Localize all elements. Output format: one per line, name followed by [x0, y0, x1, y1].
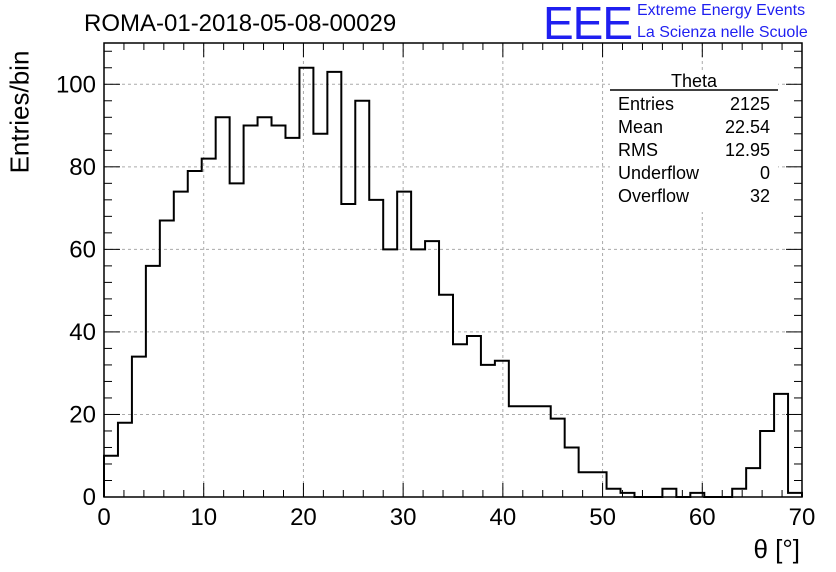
- x-axis-label: θ [°]: [753, 534, 800, 564]
- y-tick-label: 80: [69, 154, 96, 181]
- eee-logo: EEE: [543, 0, 633, 49]
- stats-row-value: 0: [760, 163, 770, 183]
- stats-row-label: Entries: [618, 94, 674, 114]
- x-tick-label: 50: [589, 504, 616, 531]
- x-tick-label: 20: [290, 504, 317, 531]
- x-tick-label: 10: [190, 504, 217, 531]
- stats-row-label: Overflow: [618, 186, 690, 206]
- stats-row-label: Mean: [618, 117, 663, 137]
- x-tick-label: 0: [97, 504, 110, 531]
- stats-row-label: Underflow: [618, 163, 700, 183]
- stats-title: Theta: [671, 71, 718, 91]
- stats-row-value: 32: [750, 186, 770, 206]
- stats-row-label: RMS: [618, 140, 658, 160]
- stats-row-value: 12.95: [725, 140, 770, 160]
- y-tick-label: 100: [56, 71, 96, 98]
- y-tick-label: 60: [69, 236, 96, 263]
- stats-row-value: 22.54: [725, 117, 770, 137]
- x-tick-label: 60: [689, 504, 716, 531]
- plot-frame: [103, 42, 803, 498]
- y-axis-label: Entries/bin: [4, 50, 35, 174]
- logo-line-2: La Scienza nelle Scuole: [637, 24, 808, 41]
- y-tick-label: 20: [69, 401, 96, 428]
- stats-box-bg: [610, 72, 778, 212]
- y-tick-label: 0: [83, 484, 96, 511]
- x-tick-label: 70: [789, 504, 816, 531]
- stats-row-value: 2125: [730, 94, 770, 114]
- run-title: ROMA-01-2018-05-08-00029: [84, 10, 397, 37]
- x-tick-label: 40: [490, 504, 517, 531]
- logo-line-1: Extreme Energy Events: [637, 2, 806, 19]
- x-tick-label: 30: [390, 504, 417, 531]
- y-tick-label: 40: [69, 319, 96, 346]
